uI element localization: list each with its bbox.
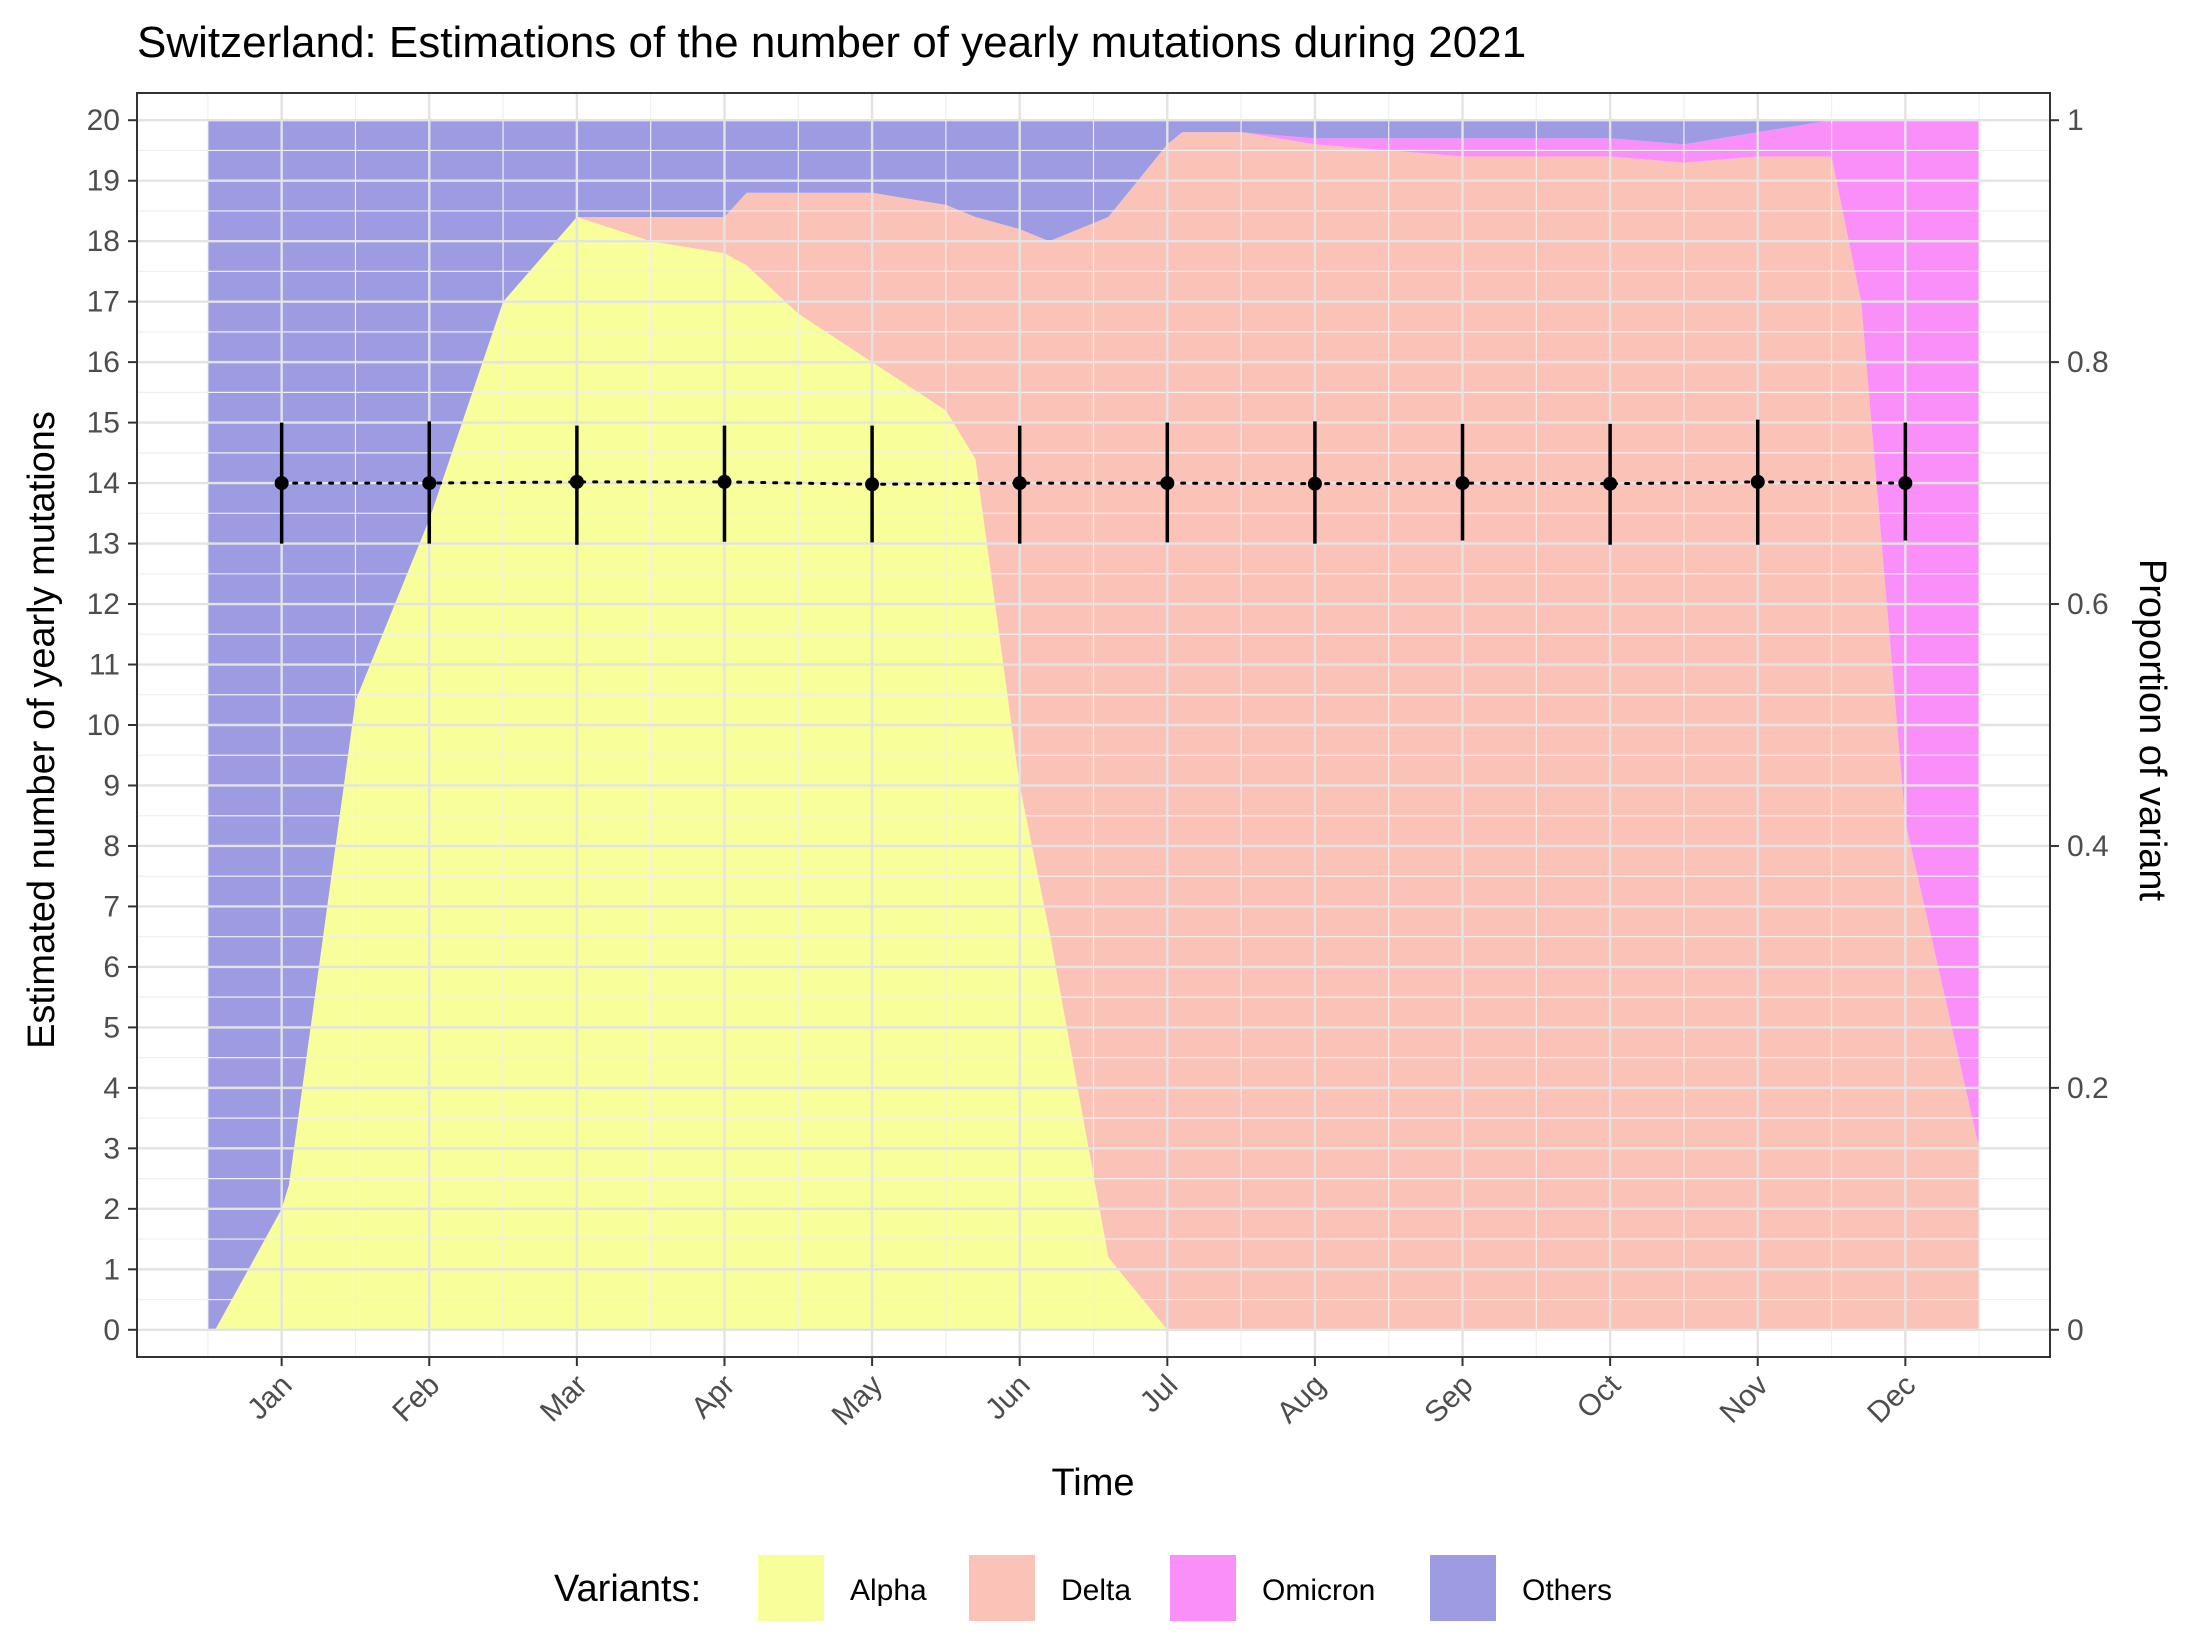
data-point [1307, 476, 1322, 491]
y-tick-label: 20 [87, 104, 120, 137]
y2-tick-label: 1 [2067, 104, 2084, 137]
y-tick-label: 14 [87, 467, 120, 500]
y-tick-label: 6 [103, 951, 120, 984]
legend-key-alpha [758, 1555, 824, 1621]
legend-label-omicron: Omicron [1262, 1574, 1375, 1607]
y-tick-label: 16 [87, 346, 120, 379]
y-tick-label: 15 [87, 407, 120, 440]
x-tick-label: Oct [1571, 1368, 1628, 1425]
y2-tick-label: 0.2 [2067, 1072, 2109, 1105]
data-point [865, 477, 880, 492]
data-point [1603, 476, 1618, 491]
chart-title: Switzerland: Estimations of the number o… [137, 18, 1526, 67]
y-tick-label: 5 [103, 1011, 120, 1044]
data-point [1160, 476, 1175, 491]
y-tick-label: 3 [103, 1132, 120, 1165]
x-tick-label: Apr [685, 1369, 741, 1425]
x-tick-label: May [826, 1369, 889, 1432]
y-tick-label: 7 [103, 890, 120, 923]
y-tick-label: 13 [87, 528, 120, 561]
y2-tick-label: 0.8 [2067, 346, 2109, 379]
y2-tick-label: 0 [2067, 1314, 2084, 1347]
y-axis-title: Estimated number of yearly mutations [21, 411, 63, 1049]
y-tick-label: 19 [87, 165, 120, 198]
y-tick-label: 18 [87, 225, 120, 258]
x-tick-label: Nov [1714, 1369, 1775, 1430]
legend-label-others: Others [1522, 1574, 1612, 1607]
x-tick-label: Sep [1418, 1369, 1479, 1430]
y-tick-label: 8 [103, 830, 120, 863]
y-tick-label: 9 [103, 769, 120, 802]
y2-tick-label: 0.4 [2067, 830, 2109, 863]
y2-tick-label: 0.6 [2067, 588, 2109, 621]
legend-label-alpha: Alpha [850, 1574, 927, 1607]
legend-title: Variants: [554, 1568, 701, 1610]
legend-key-omicron [1170, 1555, 1236, 1621]
data-point [569, 474, 584, 489]
x-tick-label: Jan [241, 1369, 299, 1427]
legend: Variants: Alpha Delta Omicron Others [554, 1555, 1612, 1621]
data-point [717, 474, 732, 489]
data-point [1012, 476, 1027, 491]
data-point [1750, 474, 1765, 489]
legend-label-delta: Delta [1061, 1574, 1131, 1607]
legend-key-delta [969, 1555, 1035, 1621]
x-tick-label: Jul [1134, 1369, 1184, 1419]
plot-panel: 0123456789101112131415161718192000.20.40… [87, 92, 2109, 1432]
x-axis-title: Time [1051, 1462, 1134, 1504]
data-point [274, 476, 289, 491]
y-tick-label: 4 [103, 1072, 120, 1105]
data-point [1898, 476, 1913, 491]
y-tick-label: 12 [87, 588, 120, 621]
data-point [1455, 476, 1470, 491]
y-tick-label: 0 [103, 1314, 120, 1347]
x-tick-label: Aug [1271, 1369, 1332, 1430]
y2-axis-title: Proportion of variant [2131, 559, 2173, 902]
y-tick-label: 10 [87, 709, 120, 742]
x-tick-label: Dec [1861, 1369, 1922, 1430]
y-tick-label: 1 [103, 1253, 120, 1286]
y-tick-label: 2 [103, 1193, 120, 1226]
y-tick-label: 11 [89, 649, 120, 682]
x-tick-label: Jun [979, 1369, 1037, 1427]
x-tick-label: Feb [386, 1369, 446, 1429]
y-tick-label: 17 [87, 286, 120, 319]
legend-key-others [1430, 1555, 1496, 1621]
x-tick-label: Mar [534, 1369, 594, 1429]
data-point [422, 476, 437, 491]
